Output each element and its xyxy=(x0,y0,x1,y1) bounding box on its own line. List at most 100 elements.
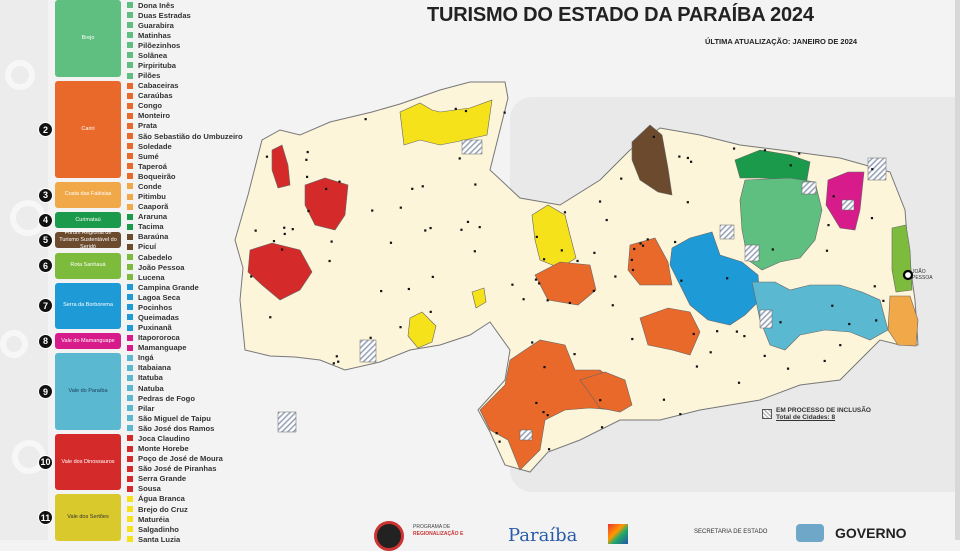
city-marker-icon xyxy=(798,152,801,155)
municipality-region xyxy=(531,204,577,269)
city-name: Joca Claudino xyxy=(138,433,190,443)
color-swatch-icon xyxy=(127,153,133,160)
color-swatch-icon xyxy=(127,213,133,220)
paraiba-logo: Paraíba xyxy=(508,525,578,546)
city-item: Lagoa Seca xyxy=(127,292,180,302)
city-name: Sousa xyxy=(138,484,161,494)
color-swatch-icon xyxy=(127,22,133,29)
region-number-badge: 10 xyxy=(38,454,53,470)
city-item: Poço de José de Moura xyxy=(127,454,223,464)
municipality-region xyxy=(407,311,437,349)
city-marker-icon xyxy=(600,426,604,429)
inclusion-area xyxy=(744,244,760,262)
city-name: São José de Piranhas xyxy=(138,464,217,474)
city-item: Mamanguape xyxy=(127,343,187,353)
city-marker-icon xyxy=(280,248,284,251)
color-swatch-icon xyxy=(127,405,133,412)
city-marker-icon xyxy=(531,341,534,344)
city-name: Lagoa Seca xyxy=(138,292,181,302)
city-marker-icon xyxy=(674,240,677,244)
governo-label: GOVERNO xyxy=(835,525,907,541)
city-marker-icon xyxy=(534,278,538,281)
color-swatch-icon xyxy=(127,425,133,432)
city-name: São Miguel de Taipu xyxy=(138,413,211,423)
region-box: Brejo xyxy=(55,0,121,78)
city-item: João Pessoa xyxy=(127,262,184,272)
city-item: Itabaiana xyxy=(127,363,171,373)
city-marker-icon xyxy=(646,238,649,241)
decorative-ring xyxy=(0,330,28,358)
region-box: Vale do Paraíba xyxy=(55,353,121,430)
city-marker-icon xyxy=(614,275,617,278)
color-swatch-icon xyxy=(127,385,133,392)
program-line1: PROGRAMA DE xyxy=(413,524,451,530)
city-marker-icon xyxy=(611,304,614,307)
city-item: São José de Piranhas xyxy=(127,464,217,474)
city-marker-icon xyxy=(620,177,623,180)
city-item: Monte Horebe xyxy=(127,444,189,454)
region-box: Cariri xyxy=(55,81,121,178)
city-name: Baraúna xyxy=(138,232,169,242)
city-name: São José dos Ramos xyxy=(138,423,215,433)
city-marker-icon xyxy=(535,401,538,405)
city-marker-icon xyxy=(679,413,682,416)
city-marker-icon xyxy=(763,149,767,152)
city-item: Serra Grande xyxy=(127,474,186,484)
city-marker-icon xyxy=(839,344,842,347)
city-item: Brejo do Cruz xyxy=(127,504,188,514)
city-item: Santa Luzia xyxy=(127,534,180,544)
city-marker-icon xyxy=(870,216,874,220)
color-swatch-icon xyxy=(127,495,133,502)
city-marker-icon xyxy=(726,277,729,280)
city-marker-icon xyxy=(639,242,642,245)
color-swatch-icon xyxy=(127,233,133,240)
city-marker-icon xyxy=(464,109,468,113)
city-name: Brejo do Cruz xyxy=(138,504,188,514)
city-name: Salgadinho xyxy=(138,524,179,534)
scrollbar[interactable] xyxy=(955,0,960,540)
color-swatch-icon xyxy=(127,62,133,69)
color-swatch-icon xyxy=(127,334,133,341)
color-swatch-icon xyxy=(127,445,133,452)
city-item: Pilar xyxy=(127,403,154,413)
color-swatch-icon xyxy=(127,32,133,39)
city-marker-icon xyxy=(692,332,695,336)
city-marker-icon xyxy=(573,353,576,356)
color-swatch-icon xyxy=(127,536,133,543)
color-swatch-icon xyxy=(127,304,133,311)
city-item: Ingá xyxy=(127,353,154,363)
city-item: Caaporã xyxy=(127,202,168,212)
city-marker-icon xyxy=(473,250,476,253)
hatch-swatch-icon xyxy=(762,409,772,419)
region-number-badge: 7 xyxy=(38,298,53,314)
city-name: Mamanguape xyxy=(138,343,187,353)
city-item: Araruna xyxy=(127,212,167,222)
municipality-region xyxy=(751,281,889,351)
city-item: Maturéia xyxy=(127,514,169,524)
municipality-region xyxy=(579,371,633,413)
city-name: São Sebastião do Umbuzeiro xyxy=(138,131,243,141)
city-marker-icon xyxy=(250,275,253,278)
city-marker-icon xyxy=(307,209,310,213)
city-marker-icon xyxy=(283,226,286,229)
city-marker-icon xyxy=(592,289,595,292)
city-marker-icon xyxy=(291,228,294,231)
city-marker-icon xyxy=(330,240,333,243)
city-name: Queimadas xyxy=(138,312,179,322)
city-item: Pitimbu xyxy=(127,192,166,202)
city-marker-icon xyxy=(633,247,636,251)
city-marker-icon xyxy=(882,299,885,302)
color-swatch-icon xyxy=(127,163,133,170)
region-box: Rota Sanhauá xyxy=(55,252,121,279)
city-marker-icon xyxy=(305,175,309,178)
city-name: Serra Grande xyxy=(138,474,187,484)
inclusion-area xyxy=(867,157,887,181)
city-item: Soledade xyxy=(127,141,172,151)
color-swatch-icon xyxy=(127,395,133,402)
city-name: Campina Grande xyxy=(138,282,199,292)
city-item: Caraúbas xyxy=(127,91,173,101)
city-item: Boqueirão xyxy=(127,171,176,181)
city-marker-icon xyxy=(686,156,689,160)
city-marker-icon xyxy=(399,206,402,209)
city-name: Tacima xyxy=(138,222,164,232)
